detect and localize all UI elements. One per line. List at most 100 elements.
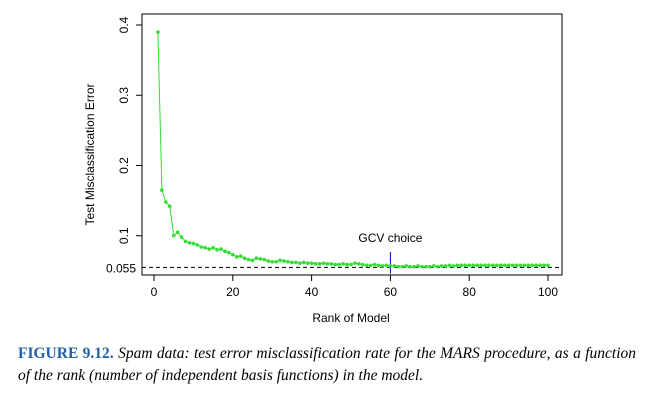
data-point <box>498 263 503 268</box>
data-point <box>380 264 385 268</box>
data-point <box>364 263 369 268</box>
data-point <box>199 245 204 249</box>
data-point <box>471 263 475 268</box>
data-point <box>294 260 298 265</box>
data-point <box>167 204 172 209</box>
data-point <box>463 263 468 268</box>
data-point <box>404 264 408 268</box>
y-axis: 0.1 0.2 0.3 0.4 <box>117 16 143 244</box>
data-point <box>215 248 219 252</box>
data-point <box>191 241 196 246</box>
data-point <box>321 261 326 265</box>
data-point <box>357 262 361 266</box>
data-point <box>534 263 538 268</box>
data-point <box>431 264 436 268</box>
y-tick-label: 0.1 <box>117 227 131 244</box>
data-point <box>542 263 546 268</box>
data-point <box>435 264 440 269</box>
data-point <box>156 30 160 34</box>
x-tick-label: 60 <box>384 285 398 299</box>
data-point <box>187 240 192 245</box>
data-point <box>428 264 432 269</box>
error-series-line <box>157 31 548 268</box>
data-point <box>491 263 495 268</box>
data-point <box>238 254 243 258</box>
data-point <box>325 262 330 266</box>
data-point <box>388 264 393 268</box>
data-point <box>242 256 247 261</box>
reference-line-label: 0.055 <box>106 261 136 275</box>
chart: 0 20 40 60 80 100 0.1 0.2 0.3 0.4 0.055 GCV choi… <box>83 13 563 325</box>
data-point <box>317 262 322 266</box>
data-point <box>424 264 428 269</box>
data-point <box>400 264 405 269</box>
x-tick-label: 40 <box>305 285 319 299</box>
data-point <box>231 252 235 257</box>
data-point <box>502 263 507 268</box>
x-tick-label: 20 <box>226 285 240 299</box>
data-point <box>518 263 523 268</box>
data-point <box>443 264 448 268</box>
data-point <box>234 255 239 259</box>
data-point <box>510 263 515 268</box>
data-point <box>329 262 334 266</box>
figure-caption: FIGURE 9.12. Spam data: test error miscl… <box>18 343 636 387</box>
data-point <box>514 263 519 268</box>
figure-caption-label: FIGURE 9.12. <box>18 345 114 362</box>
data-point <box>164 200 168 204</box>
data-point <box>372 262 377 267</box>
data-point <box>270 259 275 264</box>
data-point <box>479 263 483 268</box>
data-point <box>538 263 542 268</box>
data-point <box>337 262 341 267</box>
error-series-points <box>156 30 550 269</box>
data-point <box>368 263 373 268</box>
data-point <box>175 230 180 235</box>
data-point <box>297 261 302 265</box>
data-point <box>376 263 381 268</box>
data-point <box>211 245 215 250</box>
data-point <box>290 260 294 265</box>
data-point <box>361 262 365 267</box>
data-point <box>203 245 208 250</box>
data-point <box>262 257 267 262</box>
x-axis-title: Rank of Model <box>312 311 389 325</box>
data-point <box>483 263 487 268</box>
data-point <box>494 263 499 268</box>
data-point <box>416 264 420 268</box>
data-point <box>392 264 397 268</box>
data-point <box>183 239 188 244</box>
data-point <box>258 257 263 261</box>
data-point <box>313 262 318 266</box>
data-point <box>439 264 444 268</box>
data-point <box>506 263 511 268</box>
data-point <box>412 264 416 269</box>
data-point <box>487 263 491 268</box>
plot-frame <box>141 13 563 276</box>
data-point <box>345 262 349 267</box>
data-point <box>227 250 231 255</box>
gcv-choice-label: GCV choice <box>358 231 422 245</box>
x-tick-label: 0 <box>151 285 158 299</box>
x-axis: 0 20 40 60 80 100 <box>151 274 558 299</box>
data-point <box>274 259 278 264</box>
data-point <box>546 263 550 268</box>
data-point <box>278 258 282 263</box>
data-point <box>301 260 306 265</box>
data-point <box>530 263 535 268</box>
data-point <box>219 247 223 251</box>
data-point <box>467 263 472 268</box>
data-point <box>475 263 479 268</box>
x-tick-label: 100 <box>538 285 558 299</box>
data-point <box>455 263 460 268</box>
figure-caption-text: Spam data: test error misclassification … <box>18 345 636 384</box>
data-point <box>408 264 412 269</box>
data-point <box>349 262 353 267</box>
data-point <box>171 233 176 238</box>
data-point <box>396 264 401 269</box>
data-point <box>522 263 527 268</box>
data-point <box>266 259 271 263</box>
data-point <box>179 235 184 239</box>
data-point <box>305 261 310 265</box>
data-point <box>250 258 255 263</box>
